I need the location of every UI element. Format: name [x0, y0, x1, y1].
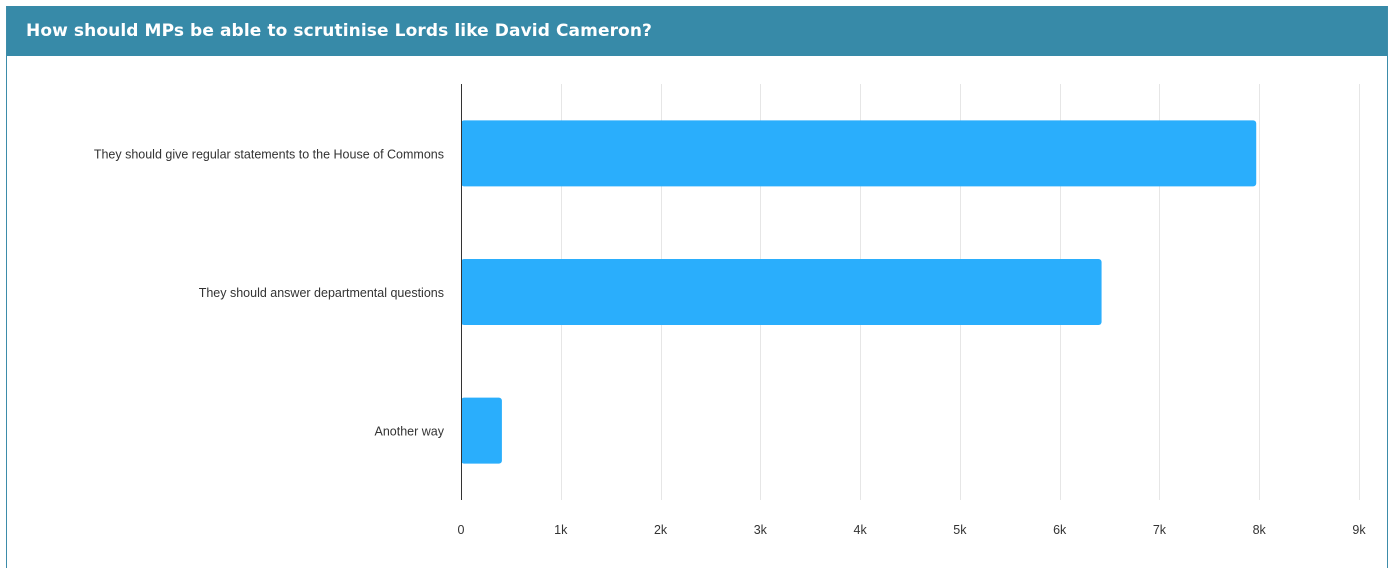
x-tick-label: 9k: [1352, 523, 1366, 537]
x-tick-label: 2k: [654, 523, 668, 537]
x-tick-label: 7k: [1153, 523, 1167, 537]
bar[interactable]: [461, 397, 502, 464]
x-tick-label: 3k: [754, 523, 768, 537]
chart-title: How should MPs be able to scrutinise Lor…: [26, 21, 653, 41]
x-tick-label: 1k: [554, 523, 568, 537]
category-label: Another way: [375, 425, 445, 439]
poll-panel: How should MPs be able to scrutinise Lor…: [6, 6, 1388, 568]
category-label: They should answer departmental question…: [199, 286, 444, 300]
x-tick-label: 8k: [1253, 523, 1267, 537]
x-tick-label: 4k: [854, 523, 868, 537]
x-tick-label: 6k: [1053, 523, 1067, 537]
bar[interactable]: [461, 120, 1257, 187]
bar[interactable]: [461, 259, 1102, 325]
panel-header: How should MPs be able to scrutinise Lor…: [7, 6, 1387, 56]
x-tick-label: 0: [458, 523, 465, 537]
category-label: They should give regular statements to t…: [94, 147, 444, 161]
x-tick-label: 5k: [953, 523, 967, 537]
